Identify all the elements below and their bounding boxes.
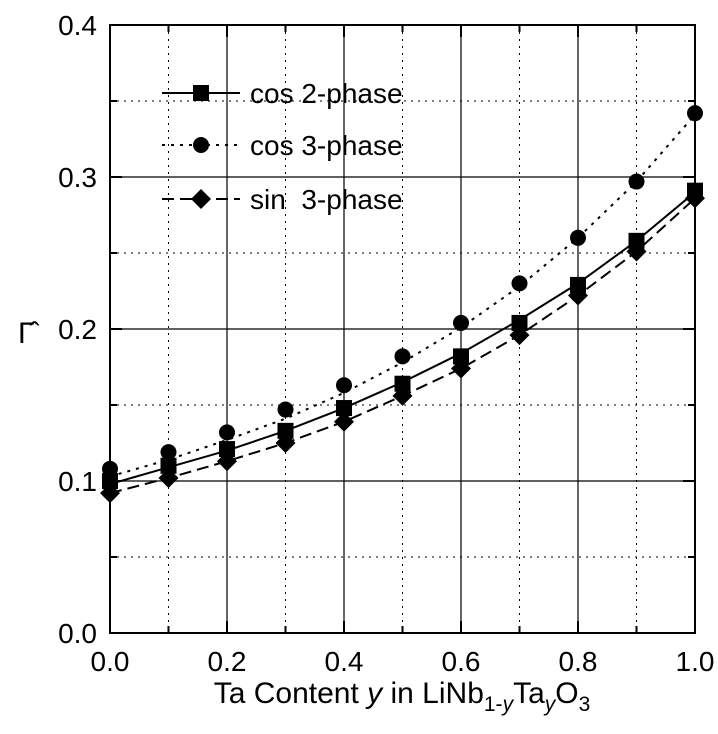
x-tick-label: 0.4 [325, 646, 364, 677]
data-point [336, 400, 352, 417]
y-tick-label: 0.1 [58, 466, 97, 497]
data-point [511, 314, 528, 331]
series-diamond [100, 188, 705, 504]
data-point [626, 241, 647, 262]
data-point [336, 377, 352, 394]
x-tick-label: 0.6 [442, 646, 481, 677]
data-point [334, 411, 354, 432]
data-point [570, 229, 586, 246]
x-tick-label: 0.0 [91, 646, 130, 677]
data-point [277, 401, 294, 418]
data-point [511, 275, 528, 292]
legend-label: sin 3-phase [250, 184, 403, 215]
legend-marker [193, 137, 209, 153]
x-tick-label: 0.8 [559, 646, 598, 677]
legend: cos 2-phase cos 3-phase sin 3-phase [162, 78, 403, 215]
data-point [219, 441, 235, 458]
grid [110, 25, 695, 633]
data-point [685, 188, 705, 209]
x-tick-label: 0.2 [208, 646, 247, 677]
data-point [158, 467, 179, 488]
data-point [570, 276, 586, 293]
data-point [568, 285, 588, 306]
series-circle [102, 105, 703, 478]
y-axis-label: Γ̂ [18, 317, 40, 350]
data-point [394, 348, 411, 365]
y-tick-label: 0.4 [58, 10, 97, 41]
y-tick-label: 0.3 [58, 162, 97, 193]
legend-marker [191, 189, 211, 209]
data-point [100, 483, 120, 504]
x-tick-label: 1.0 [676, 646, 715, 677]
series-layer [100, 105, 705, 504]
data-point [102, 460, 118, 477]
data-point [453, 314, 469, 331]
data-point [160, 444, 177, 461]
data-point [277, 422, 294, 439]
data-point [509, 325, 530, 346]
ticks: 0.0 0.2 0.4 0.6 0.8 1.0 0.0 0.1 0.2 0.3 0.4 [58, 10, 714, 677]
legend-label: cos 3-phase [250, 130, 403, 161]
data-point [628, 173, 645, 190]
legend-marker [193, 85, 209, 101]
data-point [628, 232, 645, 249]
data-point [392, 385, 413, 406]
data-point [687, 105, 703, 122]
x-axis-label: Ta Content y in LiNb1-yTayO3 [214, 677, 591, 716]
data-point [217, 451, 237, 472]
data-point [394, 375, 411, 392]
data-point [219, 424, 235, 441]
data-point [275, 433, 296, 453]
series-line [109, 114, 696, 478]
series-square [102, 182, 703, 489]
data-point [451, 358, 471, 379]
y-tick-label: 0.0 [58, 618, 97, 649]
data-point [102, 473, 118, 489]
data-point [453, 348, 469, 365]
y-tick-label: 0.2 [58, 314, 97, 345]
legend-label: cos 2-phase [250, 78, 403, 109]
